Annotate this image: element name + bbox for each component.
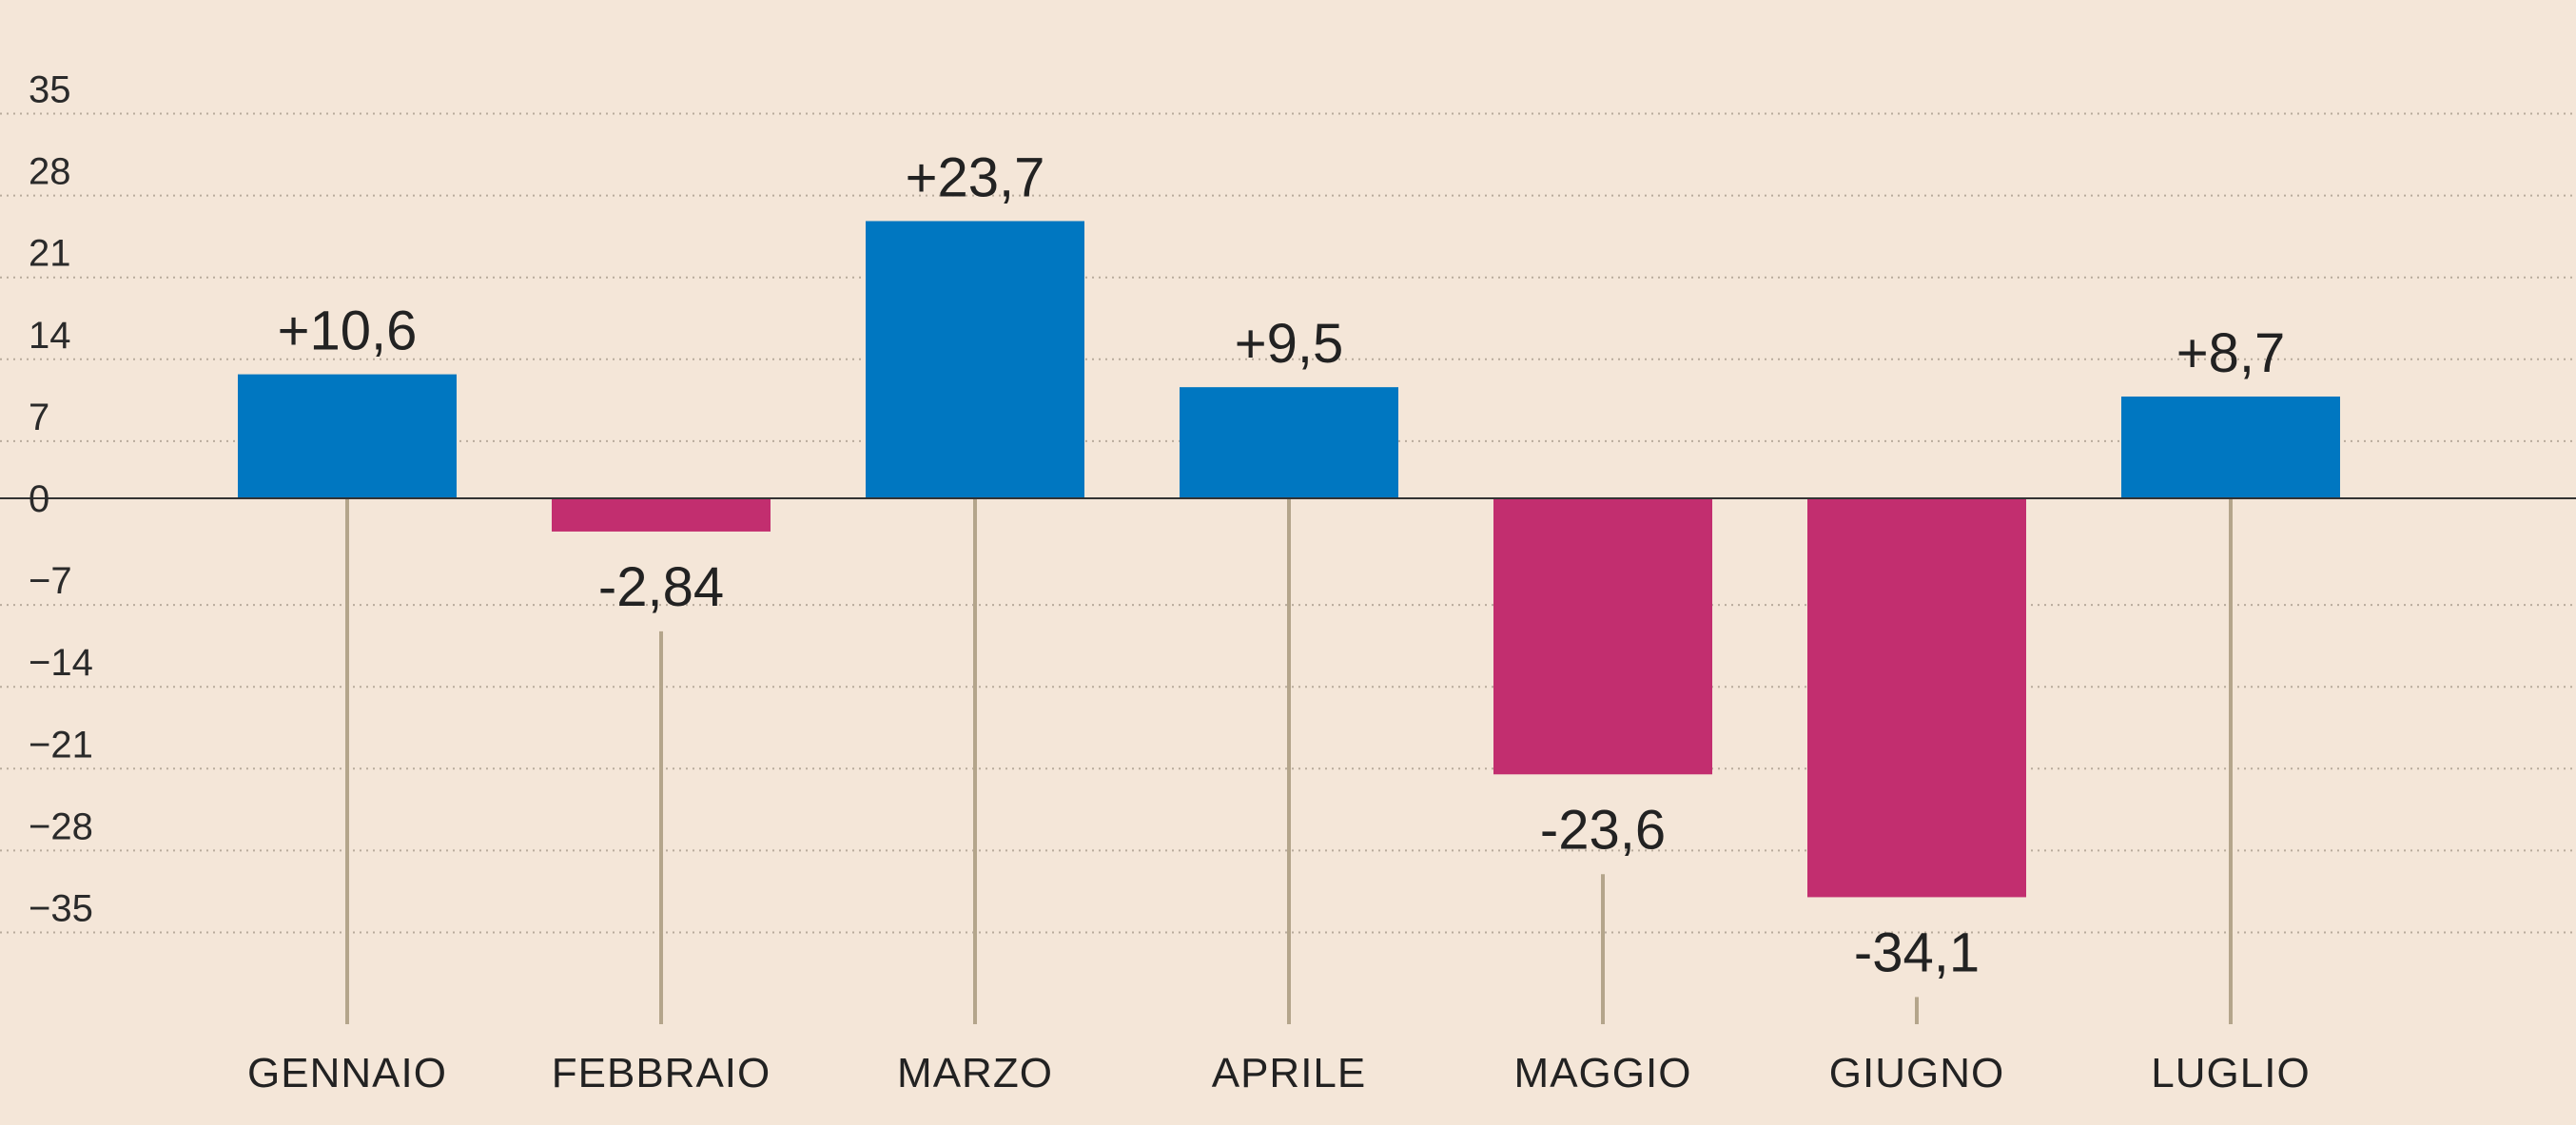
category-label: GIUGNO (1829, 1050, 2004, 1096)
y-tick-label: 28 (29, 151, 71, 193)
value-label: +23,7 (906, 146, 1045, 208)
y-tick-label: −7 (29, 560, 72, 602)
value-label: +9,5 (1235, 313, 1344, 375)
category-label: FEBBRAIO (552, 1050, 771, 1096)
bar-gennaio (238, 374, 457, 498)
bar-aprile (1180, 387, 1398, 498)
y-tick-label: 21 (29, 233, 71, 275)
value-label: -2,84 (598, 556, 724, 618)
category-label: MAGGIO (1514, 1050, 1692, 1096)
category-label: APRILE (1212, 1050, 1367, 1096)
bars (238, 221, 2340, 898)
bar-luglio (2121, 396, 2340, 498)
bar-febbraio (552, 498, 771, 532)
category-label: LUGLIO (2151, 1050, 2310, 1096)
bar-maggio (1493, 498, 1712, 775)
value-label: -23,6 (1540, 799, 1666, 861)
y-tick-label: 14 (29, 315, 71, 357)
value-label: -34,1 (1854, 921, 1980, 983)
y-tick-label: −28 (29, 805, 93, 847)
bar-marzo (866, 221, 1084, 499)
category-label: GENNAIO (247, 1050, 447, 1096)
value-labels: +10,6 -2,84 +23,7 +9,5 -23,6 -34,1 +8,7 (278, 146, 2286, 983)
y-axis-ticks: 35 28 21 14 7 0 −7 −14 −21 −28 −35 (29, 69, 93, 930)
y-tick-label: 0 (29, 478, 49, 520)
y-tick-label: −35 (29, 888, 93, 930)
category-labels: GENNAIO FEBBRAIO MARZO APRILE MAGGIO GIUGNO LU… (247, 1050, 2310, 1096)
y-tick-label: −21 (29, 724, 93, 766)
y-tick-label: 7 (29, 397, 49, 438)
y-tick-label: 35 (29, 69, 71, 111)
y-tick-label: −14 (29, 642, 93, 684)
value-label: +8,7 (2176, 322, 2286, 384)
value-label: +10,6 (278, 301, 418, 362)
bar-giugno (1807, 498, 2026, 898)
leader-lines (345, 498, 2233, 1024)
category-label: MARZO (897, 1050, 1053, 1096)
